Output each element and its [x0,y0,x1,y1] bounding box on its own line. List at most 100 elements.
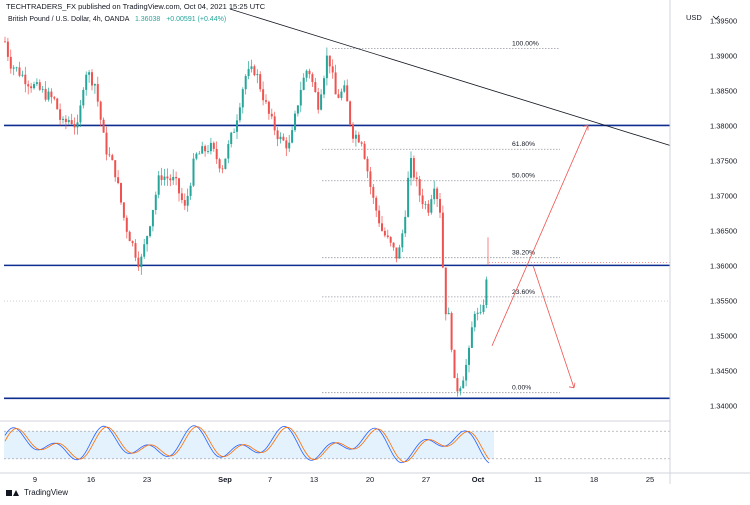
candle-body [160,175,163,180]
candle-body [38,82,41,90]
y-tick-label: 1.36000 [710,261,737,270]
candle-body [378,210,381,224]
candle-body [372,186,375,198]
candle-body [128,231,131,242]
candle-body [453,349,456,379]
candle-body [59,109,62,120]
y-tick-label: 1.34000 [710,401,737,410]
candle-body [233,131,236,133]
candle-body [96,84,99,102]
candle-body [125,217,128,232]
candle-body [392,242,395,248]
candle-body [421,195,424,205]
candle-body [140,256,143,268]
candle-body [85,74,88,90]
candle-body [470,327,473,348]
candle-body [146,236,149,245]
chevron-down-icon[interactable] [712,15,720,20]
candle-body [398,247,401,259]
y-tick-label: 1.35000 [710,331,737,340]
candle-body [465,364,468,381]
candle-body [349,101,352,125]
candle-body [279,136,282,140]
candle-body [236,120,238,132]
candle-body [427,203,430,213]
candle-body [311,74,314,83]
candle-body [433,188,436,200]
arrowhead-up-icon [582,125,589,131]
candle-body [389,237,392,243]
candle-body [120,183,122,203]
candle-body [259,74,262,90]
candle-body [459,388,462,392]
candle-body [410,158,412,178]
y-tick-label: 1.36500 [710,226,737,235]
candle-body [296,105,299,114]
x-tick-label: 25 [646,475,654,484]
time-axis: 9 16 23 Sep 7 13 20 27 Oct 11 18 25 [0,472,750,484]
candle-body [476,312,479,314]
candle-body [267,101,270,114]
candle-body [166,176,169,179]
candle-body [314,82,317,93]
candle-body [285,140,288,149]
candle-body [53,97,56,99]
candle-body [102,119,105,133]
candle-body [357,134,360,143]
fib-level-label: 23.60% [512,289,535,296]
candle-body [18,67,21,76]
x-tick-label: 13 [310,475,318,484]
candle-body [111,155,114,161]
candle-body [317,92,320,110]
candle-body [114,160,117,178]
candle-body [265,100,267,102]
candle-body [337,94,340,98]
candle-body [204,146,207,152]
candle-body [198,153,201,155]
candle-body [407,177,410,217]
candle-body [175,176,178,179]
candle-body [485,279,488,306]
candle-body [320,94,323,110]
candle-body [291,130,294,143]
candle-body [183,200,186,206]
candle-body [444,267,447,315]
candle-body [247,69,250,77]
candle-body [82,89,85,106]
bullish-projection-arrow[interactable] [491,125,589,346]
tradingview-footer[interactable]: TradingView [6,488,68,497]
candle-body [4,41,6,43]
candle-body [354,134,357,139]
candle-body [238,107,241,121]
candle-body [308,70,311,75]
bearish-projection-arrow[interactable] [532,265,575,388]
candle-body [180,193,183,201]
tradingview-logo-icon [6,489,20,497]
candle-body [334,72,337,95]
candle-body [482,305,485,312]
y-tick-label: 1.34500 [710,366,737,375]
candle-body [479,311,482,313]
candle-body [273,116,276,131]
candle-body [302,77,305,90]
candle-body [305,70,308,78]
candle-body [424,203,427,205]
price-change: +0.00591 (+0.44%) [166,16,227,23]
candle-body [366,158,369,172]
candle-body [381,223,383,231]
candle-body [468,347,470,365]
candle-body [47,91,50,100]
candle-body [105,132,108,155]
candle-body [230,132,233,145]
descending-trendline[interactable] [229,8,705,157]
x-tick-label: 23 [143,475,151,484]
candle-body [395,247,398,259]
x-tick-label: 9 [33,475,37,484]
candle-body [33,84,35,89]
fib-level-label: 50.00% [512,173,535,180]
candle-body [79,105,82,123]
candle-body [323,78,325,95]
candle-body [70,120,73,124]
candle-body [192,158,195,186]
